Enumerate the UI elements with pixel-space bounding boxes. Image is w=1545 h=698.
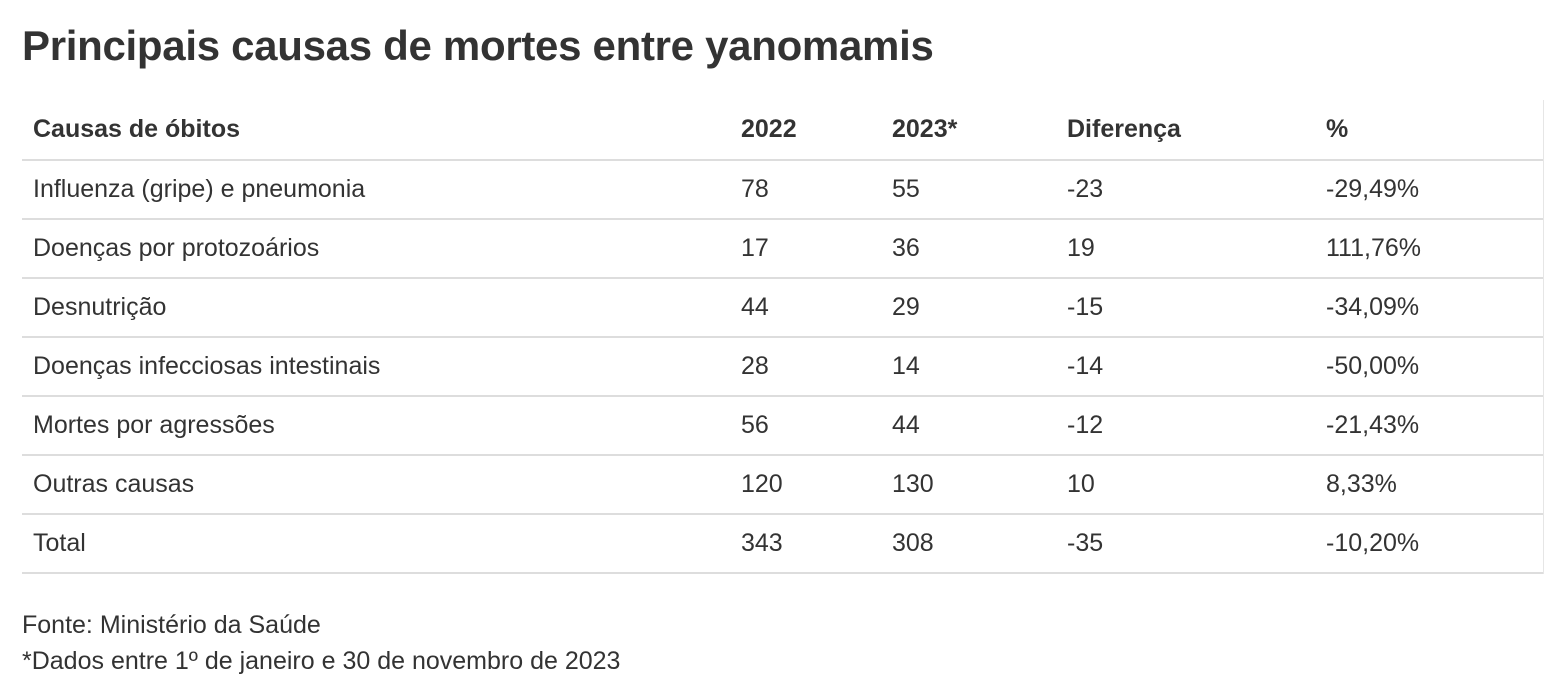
data-table: Causas de óbitos 2022 2023* Diferença % … (22, 100, 1543, 574)
cell-causa: Total (22, 514, 730, 574)
cell-2023: 14 (881, 337, 1056, 397)
cell-2022: 56 (730, 396, 881, 456)
cell-percent: -29,49% (1315, 160, 1543, 220)
table-header: Causas de óbitos 2022 2023* Diferença % (22, 100, 1543, 161)
table-row: Doenças infecciosas intestinais 28 14 -1… (22, 337, 1543, 397)
cell-causa: Doenças infecciosas intestinais (22, 337, 730, 397)
cell-diferenca: -14 (1056, 337, 1315, 397)
cell-2022: 120 (730, 455, 881, 515)
cell-2023: 29 (881, 278, 1056, 338)
cell-diferenca: 10 (1056, 455, 1315, 515)
header-row: Causas de óbitos 2022 2023* Diferença % (22, 100, 1543, 161)
column-header-diferenca: Diferença (1056, 100, 1315, 161)
footer-notes: Fonte: Ministério da Saúde *Dados entre … (22, 607, 620, 679)
table-row-total: Total 343 308 -35 -10,20% (22, 514, 1543, 574)
cell-percent: 111,76% (1315, 219, 1543, 279)
cell-diferenca: -12 (1056, 396, 1315, 456)
cell-causa: Influenza (gripe) e pneumonia (22, 160, 730, 220)
table-container: Causas de óbitos 2022 2023* Diferença % … (22, 100, 1544, 574)
cell-2023: 308 (881, 514, 1056, 574)
cell-2023: 130 (881, 455, 1056, 515)
table-row: Influenza (gripe) e pneumonia 78 55 -23 … (22, 160, 1543, 220)
cell-percent: -34,09% (1315, 278, 1543, 338)
cell-causa: Mortes por agressões (22, 396, 730, 456)
cell-2023: 36 (881, 219, 1056, 279)
column-header-2023: 2023* (881, 100, 1056, 161)
cell-causa: Desnutrição (22, 278, 730, 338)
cell-2022: 28 (730, 337, 881, 397)
cell-percent: -21,43% (1315, 396, 1543, 456)
table-body: Influenza (gripe) e pneumonia 78 55 -23 … (22, 160, 1543, 574)
cell-2022: 343 (730, 514, 881, 574)
cell-2022: 17 (730, 219, 881, 279)
cell-2022: 78 (730, 160, 881, 220)
column-header-2022: 2022 (730, 100, 881, 161)
table-row: Doenças por protozoários 17 36 19 111,76… (22, 219, 1543, 279)
column-header-percent: % (1315, 100, 1543, 161)
cell-percent: 8,33% (1315, 455, 1543, 515)
table-row: Desnutrição 44 29 -15 -34,09% (22, 278, 1543, 338)
cell-percent: -10,20% (1315, 514, 1543, 574)
cell-causa: Outras causas (22, 455, 730, 515)
cell-2023: 55 (881, 160, 1056, 220)
table-row: Mortes por agressões 56 44 -12 -21,43% (22, 396, 1543, 456)
table-row: Outras causas 120 130 10 8,33% (22, 455, 1543, 515)
cell-diferenca: -15 (1056, 278, 1315, 338)
cell-diferenca: -23 (1056, 160, 1315, 220)
cell-2022: 44 (730, 278, 881, 338)
cell-diferenca: 19 (1056, 219, 1315, 279)
cell-causa: Doenças por protozoários (22, 219, 730, 279)
cell-2023: 44 (881, 396, 1056, 456)
column-header-causa: Causas de óbitos (22, 100, 730, 161)
cell-diferenca: -35 (1056, 514, 1315, 574)
cell-percent: -50,00% (1315, 337, 1543, 397)
source-note: Fonte: Ministério da Saúde (22, 611, 321, 639)
data-period-note: *Dados entre 1º de janeiro e 30 de novem… (22, 647, 621, 675)
chart-title: Principais causas de mortes entre yanoma… (22, 22, 934, 69)
